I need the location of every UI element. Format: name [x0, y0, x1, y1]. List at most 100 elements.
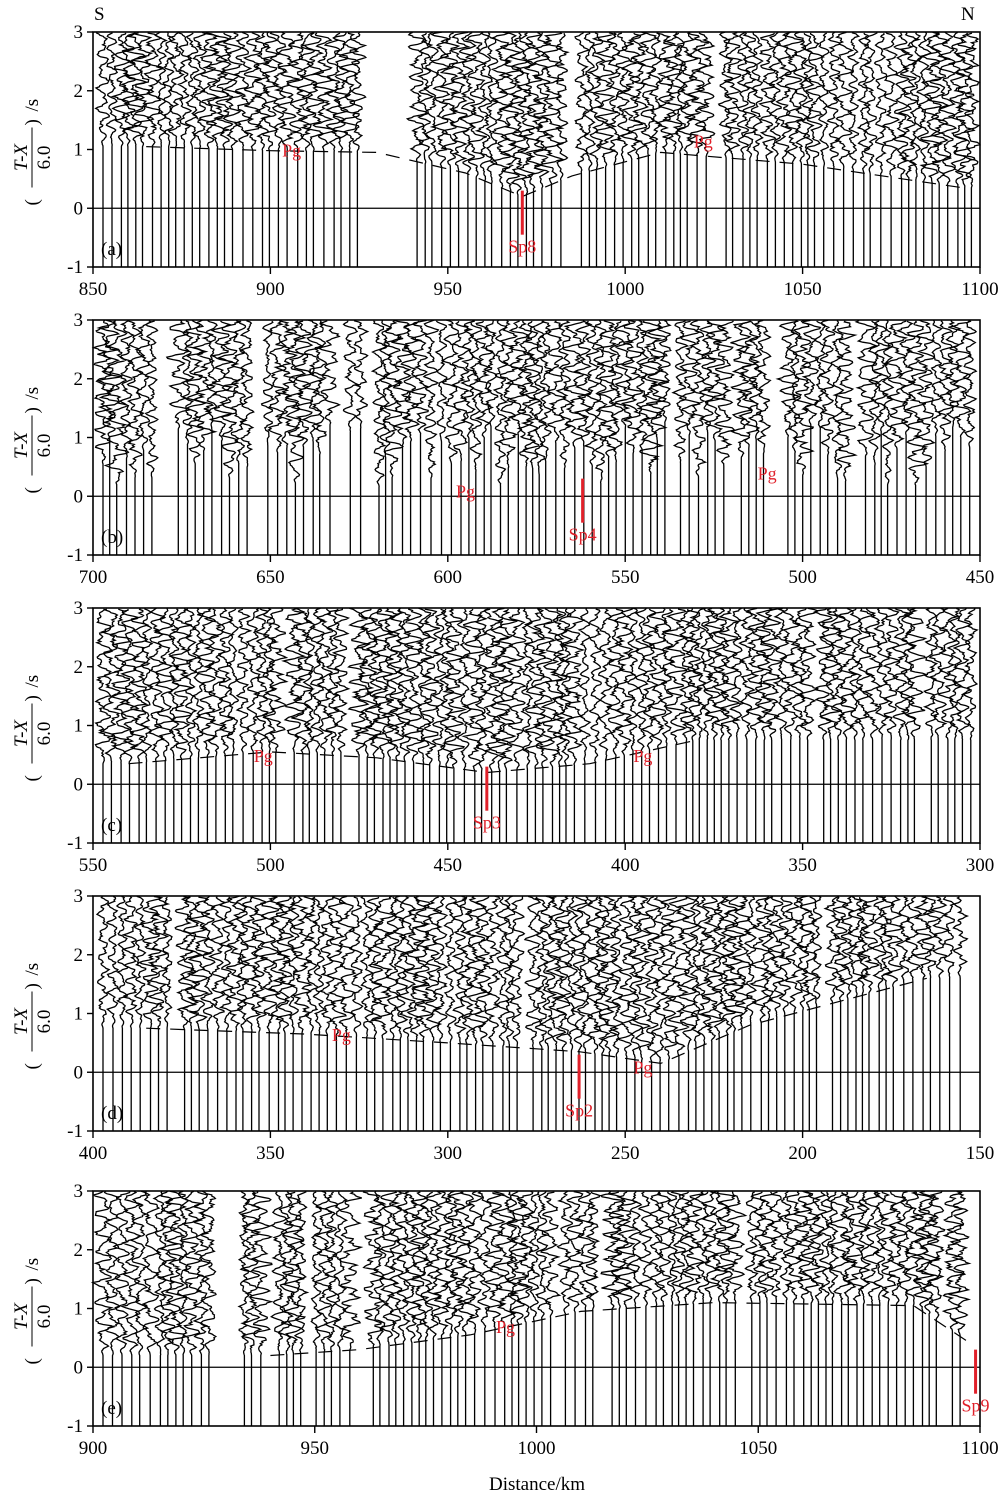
seismic-trace: [131, 32, 155, 267]
seismic-trace: [175, 1190, 190, 1426]
seismic-trace: [153, 608, 178, 843]
seismic-trace: [634, 607, 649, 843]
seismic-trace: [489, 31, 514, 267]
seismic-trace: [347, 607, 372, 843]
seismic-trace: [415, 607, 434, 843]
seismic-trace: [755, 607, 775, 843]
seismic-trace: [286, 32, 309, 267]
seismic-trace: [717, 608, 742, 843]
y-axis-label: (T-X 6.0) /s: [11, 963, 55, 1070]
seismic-trace: [788, 320, 802, 555]
seismic-trace: [507, 607, 528, 843]
y-tick-label: 2: [74, 1240, 84, 1261]
seismic-trace: [921, 896, 941, 1131]
panel-a: 850 900 950 1000 1050 1100 -1 0 1 2 3 (T-X 6.0) /s (a)…: [11, 22, 999, 300]
seismic-trace: [121, 895, 139, 1131]
seismic-trace: [310, 320, 328, 555]
seismic-trace: [216, 320, 243, 555]
panel-e: 900 950 1000 1050 1100 -1 0 1 2 3 (T-X 6.0) /s (e) Sp9…: [11, 1181, 999, 1459]
seismic-trace: [372, 1190, 388, 1426]
seismic-trace: [353, 320, 370, 555]
seismic-trace: [539, 31, 566, 267]
seismic-trace: [917, 1190, 940, 1426]
seismic-trace: [192, 1190, 211, 1426]
seismic-trace: [299, 32, 326, 267]
seismic-trace: [318, 895, 337, 1131]
seismic-trace: [718, 896, 738, 1131]
seismic-trace: [551, 607, 568, 843]
seismic-trace: [700, 1190, 722, 1426]
seismic-trace: [491, 1192, 520, 1426]
panel-label: (a): [101, 239, 122, 260]
y-axis-label-paren-right: ): [22, 695, 43, 701]
seismic-trace: [796, 607, 820, 843]
pg-phase-label: Pg: [633, 746, 652, 766]
seismic-trace: [649, 896, 670, 1131]
seismic-trace: [252, 608, 270, 843]
seismic-trace: [95, 895, 111, 1131]
pg-travel-time-curve: [128, 739, 697, 774]
pg-phase-label: Pg: [758, 464, 777, 484]
seismic-trace: [624, 607, 640, 843]
seismic-trace: [729, 607, 746, 843]
seismic-trace: [402, 607, 426, 843]
seismic-trace: [261, 607, 277, 843]
y-axis-label-denominator: 6.0: [34, 146, 55, 170]
seismic-trace: [901, 1191, 927, 1426]
seismic-trace: [269, 31, 288, 267]
seismic-trace: [637, 31, 659, 267]
seismic-trace: [662, 32, 686, 267]
y-tick-label: 2: [74, 657, 84, 678]
seismic-trace: [879, 896, 894, 1131]
seismic-trace: [451, 320, 474, 555]
seismic-trace: [168, 608, 194, 843]
seismic-trace: [663, 607, 688, 843]
seismic-trace: [962, 32, 982, 267]
seismic-trace: [613, 1190, 639, 1426]
y-tick-label: 0: [74, 1357, 84, 1378]
trace-group: [94, 31, 982, 267]
seismic-trace: [290, 320, 315, 555]
seismic-trace: [962, 320, 978, 555]
pg-travel-time-curve: [146, 146, 963, 198]
seismic-trace: [245, 607, 261, 843]
seismic-trace: [830, 320, 845, 555]
south-label: S: [94, 4, 105, 25]
x-tick-label: 900: [79, 1438, 108, 1459]
seismic-trace: [382, 320, 405, 555]
seismic-trace: [829, 608, 848, 843]
seismic-trace: [736, 31, 751, 267]
seismic-trace: [269, 1191, 288, 1426]
x-tick-label: 200: [788, 1143, 817, 1164]
seismic-trace: [772, 608, 790, 843]
seismic-trace: [508, 896, 526, 1131]
x-tick-label: 550: [611, 567, 640, 588]
seismic-trace: [130, 1190, 150, 1426]
seismic-trace: [359, 895, 375, 1131]
x-tick-label: 900: [256, 279, 285, 300]
seismic-trace: [140, 608, 154, 843]
seismic-trace: [410, 895, 436, 1131]
seismic-trace: [561, 320, 588, 555]
pg-phase-label: Pg: [456, 481, 475, 501]
seismic-trace: [660, 608, 674, 843]
seismic-trace: [497, 319, 519, 555]
seismic-trace: [809, 1191, 829, 1426]
seismic-trace: [952, 607, 972, 843]
seismic-trace: [271, 896, 298, 1131]
seismic-trace: [873, 32, 888, 267]
seismic-trace: [645, 607, 670, 843]
seismic-trace: [713, 1191, 738, 1426]
y-tick-label: 3: [74, 22, 84, 43]
x-tick-label: 350: [256, 1143, 285, 1164]
seismic-trace: [438, 32, 461, 267]
seismic-trace: [485, 32, 499, 267]
seismic-trace: [962, 608, 979, 843]
seismic-trace: [141, 1190, 162, 1426]
seismic-trace: [263, 607, 289, 843]
seismic-trace: [648, 32, 663, 267]
trace-group: [91, 319, 978, 555]
y-axis-label-paren-right: ): [22, 407, 43, 413]
seismic-trace: [474, 32, 494, 267]
